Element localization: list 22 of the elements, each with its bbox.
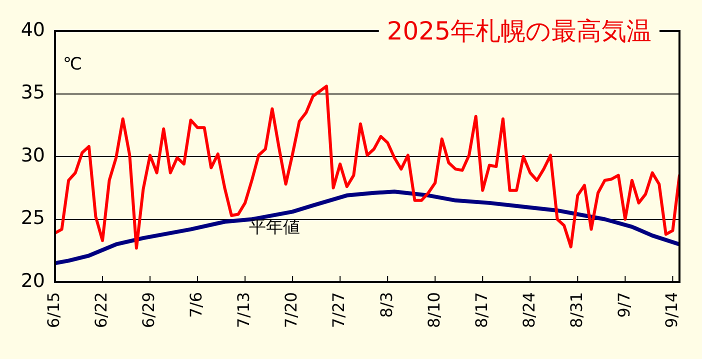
- x-tick-label: 6/22: [92, 292, 111, 328]
- chart-title: 2025年札幌の最高気温: [386, 16, 652, 46]
- x-tick-label: 7/13: [234, 292, 254, 328]
- x-tick-label: 9/14: [662, 292, 681, 328]
- y-tick-label: 40: [20, 18, 45, 41]
- y-axis-title: ℃: [63, 54, 82, 74]
- x-tick-label: 8/24: [519, 292, 538, 328]
- x-tick-label: 6/15: [44, 292, 64, 328]
- x-tick-label: 6/29: [139, 292, 158, 328]
- y-tick-label: 35: [20, 82, 45, 104]
- y-tick-label: 25: [20, 207, 45, 230]
- x-tick-label: 7/20: [282, 292, 301, 328]
- x-tick-label: 7/6: [186, 292, 206, 318]
- x-tick-label: 8/10: [424, 292, 444, 328]
- series-label: 平年値: [249, 218, 300, 238]
- y-tick-label: 30: [20, 144, 45, 166]
- x-tick-label: 9/7: [614, 292, 634, 318]
- x-tick-label: 8/31: [566, 292, 586, 328]
- x-tick-label: 8/17: [472, 292, 491, 328]
- x-tick-label: 7/27: [329, 292, 348, 328]
- x-tick-label: 8/3: [376, 292, 396, 318]
- y-tick-label: 20: [20, 270, 45, 292]
